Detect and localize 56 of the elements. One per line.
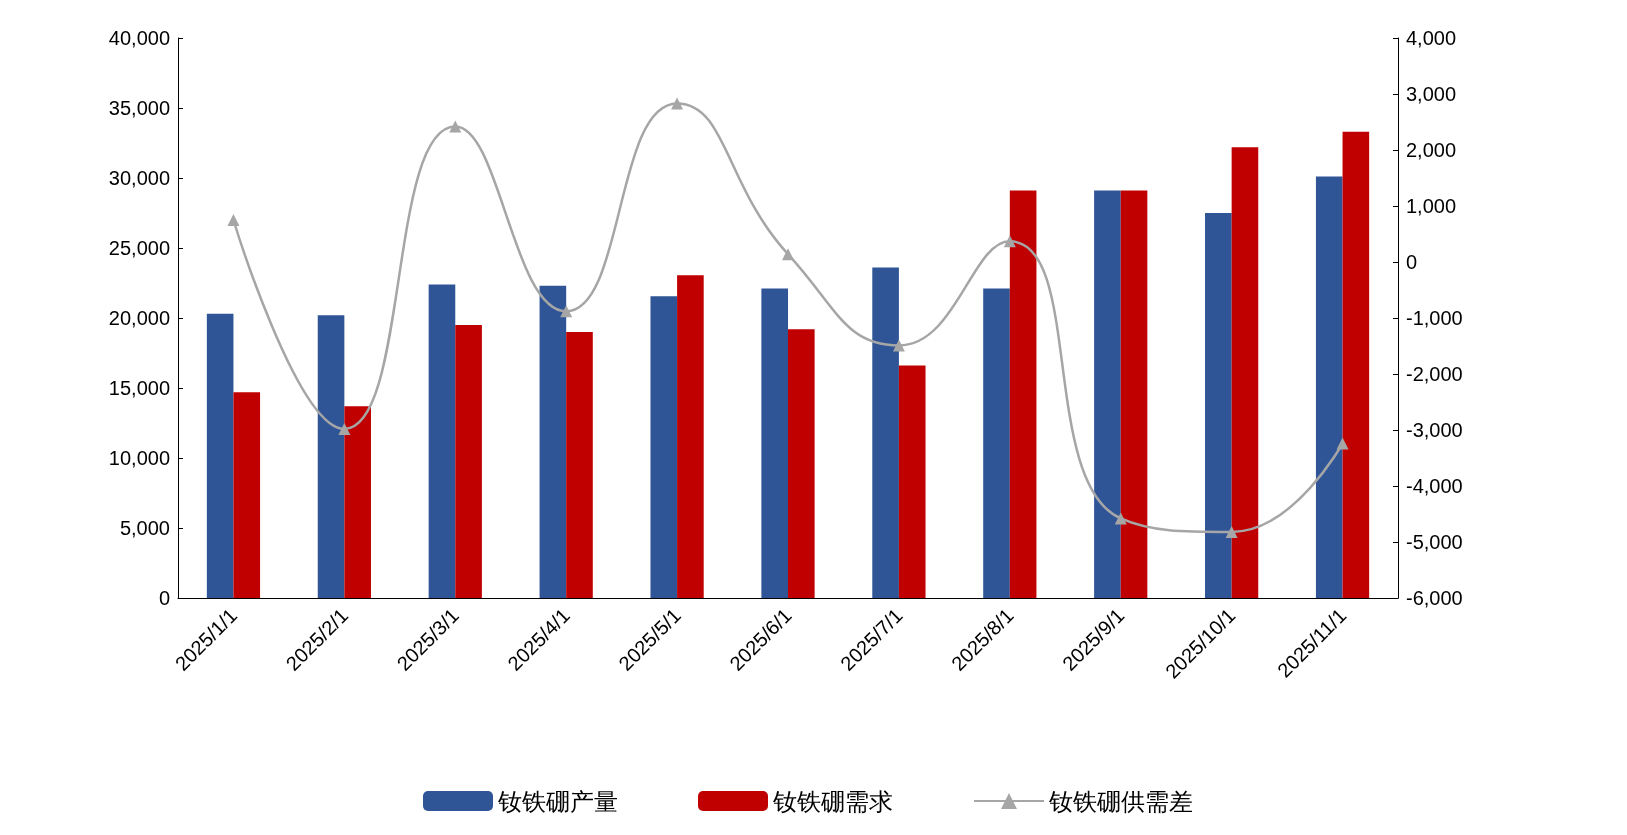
y-tick-label: 15,000 bbox=[108, 377, 170, 399]
bar bbox=[872, 267, 899, 598]
y2-tick-label: 3,000 bbox=[1406, 83, 1457, 105]
point bbox=[338, 422, 351, 435]
y-tick-label: 40,000 bbox=[108, 27, 170, 49]
y-tick-label: 35,000 bbox=[108, 97, 170, 119]
bar bbox=[1205, 213, 1232, 598]
bar bbox=[788, 329, 815, 598]
y-tick-label: 20,000 bbox=[108, 307, 170, 329]
legend-label: 钕铁硼需求 bbox=[772, 787, 893, 815]
bar bbox=[983, 288, 1010, 598]
bar bbox=[539, 285, 567, 598]
y2-tick-label: 1,000 bbox=[1406, 195, 1457, 217]
legend-label: 钕铁硼供需差 bbox=[1048, 787, 1193, 815]
y2-tick-label: -2,000 bbox=[1406, 363, 1463, 385]
bar bbox=[428, 284, 456, 598]
point bbox=[1336, 437, 1349, 450]
legend-label: 钕铁硼产量 bbox=[497, 787, 618, 815]
bar bbox=[650, 296, 678, 598]
bar bbox=[317, 315, 345, 598]
bar bbox=[761, 288, 788, 598]
y2-tick-label: -1,000 bbox=[1406, 307, 1463, 329]
bar bbox=[1315, 176, 1343, 598]
point bbox=[892, 339, 905, 352]
y2-tick-label: -3,000 bbox=[1406, 419, 1463, 441]
y-tick-label: 10,000 bbox=[108, 447, 170, 469]
bar bbox=[1009, 190, 1037, 598]
point bbox=[671, 97, 684, 110]
y2-tick-label: 0 bbox=[1406, 251, 1418, 273]
bar bbox=[344, 406, 371, 598]
point bbox=[1003, 235, 1016, 248]
y-tick-label: 0 bbox=[158, 587, 170, 609]
bar bbox=[455, 325, 482, 598]
point bbox=[1114, 512, 1127, 525]
point bbox=[227, 214, 240, 226]
point bbox=[1225, 525, 1238, 538]
bar bbox=[1094, 190, 1121, 598]
y2-tick-label: -5,000 bbox=[1406, 531, 1463, 553]
y2-tick-label: -4,000 bbox=[1406, 475, 1463, 497]
y2-tick-label: -6,000 bbox=[1406, 587, 1463, 609]
bar bbox=[206, 313, 234, 598]
bar bbox=[898, 365, 926, 598]
bar bbox=[566, 332, 593, 598]
y2-tick-label: 2,000 bbox=[1406, 139, 1457, 161]
bar bbox=[233, 392, 261, 598]
point bbox=[449, 120, 462, 133]
bar bbox=[1231, 147, 1259, 598]
y-tick-label: 25,000 bbox=[108, 237, 170, 259]
y2-tick-label: 4,000 bbox=[1406, 27, 1457, 49]
point bbox=[782, 248, 794, 261]
bar bbox=[1342, 131, 1370, 598]
point bbox=[560, 305, 573, 318]
y-tick-label: 30,000 bbox=[108, 167, 170, 189]
y-tick-label: 5,000 bbox=[119, 517, 170, 539]
bar bbox=[677, 275, 704, 598]
bar bbox=[1120, 190, 1148, 598]
